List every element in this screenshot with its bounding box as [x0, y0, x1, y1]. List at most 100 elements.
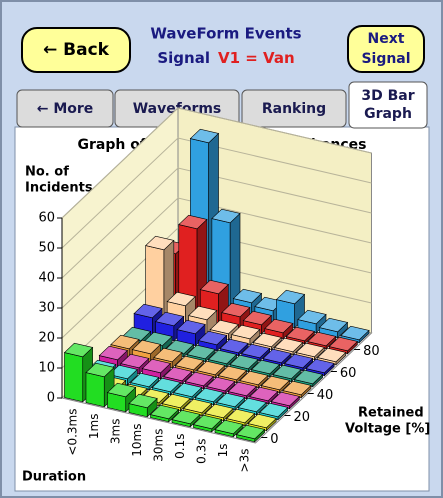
next-button[interactable]: [347, 25, 425, 73]
grid-line: [61, 107, 372, 219]
bar-top: [188, 305, 218, 321]
next-label[interactable]: Next: [368, 31, 405, 47]
bar: [252, 332, 282, 351]
bar: [145, 235, 175, 326]
bar-top: [295, 342, 325, 358]
bar-top: [227, 381, 258, 397]
x-tick-label: 10ms: [130, 424, 144, 457]
back-label[interactable]: ← Back: [43, 40, 110, 60]
bar: [293, 369, 324, 388]
bar-top: [207, 349, 238, 365]
bar-top: [250, 359, 281, 375]
bar: [317, 347, 347, 366]
bar: [194, 387, 224, 406]
bar-top: [252, 332, 282, 348]
y-axis-label: No. of: [25, 165, 69, 180]
bar-top: [232, 288, 263, 304]
bar-top: [106, 382, 137, 398]
bar: [318, 317, 349, 339]
bar: [231, 324, 261, 346]
x-axis-label: Duration: [22, 470, 86, 485]
bar-top: [260, 375, 291, 391]
x-tick-label: <0.3ms: [65, 409, 79, 456]
bar-top: [131, 339, 162, 355]
bar-top: [194, 387, 224, 403]
bar-top: [305, 358, 335, 374]
y-tick-label: 40: [38, 271, 55, 286]
bar: [240, 343, 271, 362]
bar: [235, 424, 266, 443]
bar-top: [178, 214, 208, 230]
y-tick-label: 20: [38, 331, 55, 346]
grid-line: [61, 197, 372, 309]
bar: [176, 319, 206, 347]
x-tick-label: 3ms: [108, 419, 122, 445]
next-label[interactable]: Signal: [361, 51, 410, 67]
z-axis-label: Voltage [%]: [345, 422, 430, 437]
bar-top: [171, 409, 201, 425]
bar: [249, 386, 279, 405]
bar: [106, 382, 137, 413]
bar-top: [307, 331, 337, 347]
bar-top: [151, 377, 181, 393]
bar-top: [293, 369, 324, 385]
bar-top: [189, 128, 220, 144]
bar: [217, 365, 248, 384]
x-tick-label: 0.1s: [173, 434, 187, 459]
bar-top: [85, 362, 115, 378]
bar-front: [85, 372, 105, 408]
bar: [161, 393, 191, 412]
bar-top: [204, 403, 234, 419]
signal: Signal V1 = Van: [157, 49, 294, 67]
bar-top: [120, 353, 150, 369]
z-tick-label: 0: [270, 432, 278, 447]
tab-label[interactable]: 3D Bar: [361, 88, 414, 104]
y-tick-label: 0: [47, 391, 55, 406]
bar-top: [133, 303, 163, 319]
bar-top: [275, 289, 306, 305]
bar-top: [153, 347, 183, 363]
back-button[interactable]: [21, 27, 131, 73]
bar: [239, 370, 269, 389]
bar-top: [176, 319, 206, 335]
x-tick-label: 1ms: [87, 414, 101, 440]
bar-top: [166, 291, 196, 307]
z-tick-label: 40: [317, 388, 334, 403]
bar-top: [221, 302, 251, 318]
bar: [149, 404, 180, 423]
tab-label[interactable]: Graph: [364, 106, 412, 122]
bar: [340, 325, 370, 344]
bar-top: [197, 330, 228, 346]
title: WaveForm Events: [150, 25, 301, 43]
bar-top: [274, 337, 304, 353]
y-axis-label: Incidents: [25, 181, 93, 196]
bar-top: [209, 319, 239, 335]
tab-label[interactable]: ← More: [37, 101, 94, 117]
tab[interactable]: [16, 89, 114, 128]
z-tick-label: 60: [340, 366, 357, 381]
bar-top: [196, 360, 226, 376]
bar: [171, 409, 201, 428]
bar-top: [235, 424, 266, 440]
z-axis-label: Retained: [358, 406, 424, 421]
x-tick-label: >3s: [237, 449, 251, 473]
bar-top: [149, 404, 180, 420]
bar-top: [108, 364, 138, 380]
tab[interactable]: [241, 89, 347, 128]
bar-top: [328, 336, 359, 352]
bar-top: [262, 348, 292, 364]
bar-top: [214, 419, 244, 435]
bar-top: [272, 364, 302, 380]
grid-line: [61, 227, 372, 339]
tab-label[interactable]: Ranking: [262, 101, 326, 117]
bar-top: [141, 358, 172, 374]
bar: [307, 331, 337, 350]
y-tick-label: 30: [38, 301, 55, 316]
bar-top: [145, 235, 175, 251]
bar-top: [154, 311, 185, 327]
bar-front: [64, 352, 84, 403]
tab[interactable]: [348, 81, 428, 129]
grid-line: [61, 167, 372, 279]
bar-top: [285, 326, 316, 342]
